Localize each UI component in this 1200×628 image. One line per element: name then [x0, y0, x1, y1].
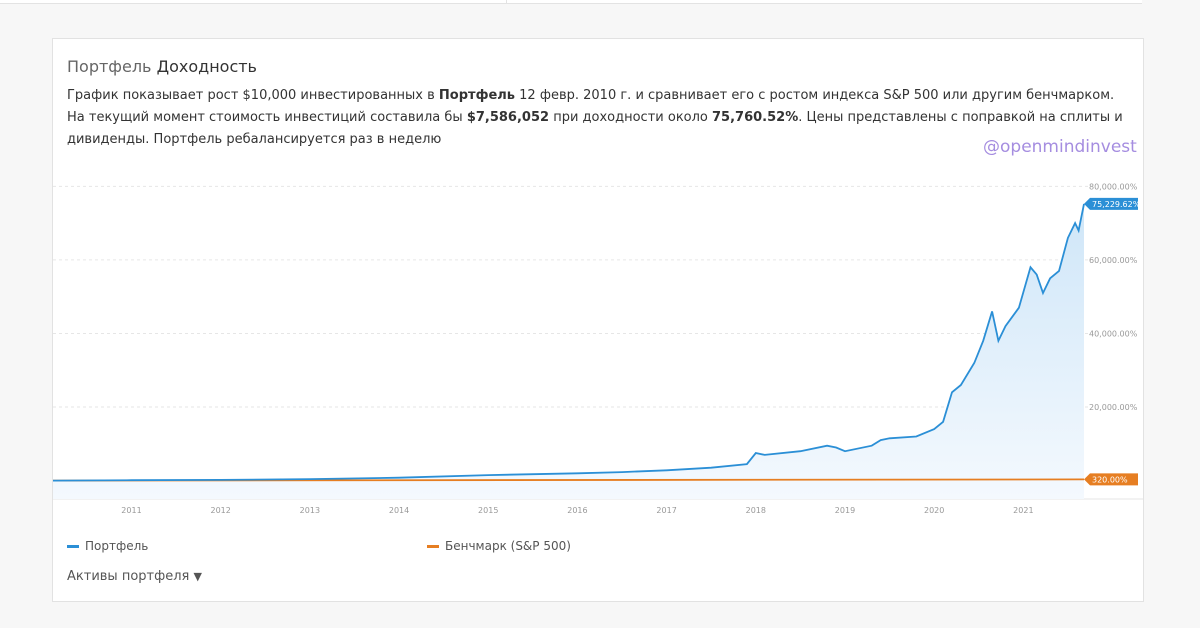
d6: 75,760.52% [712, 110, 799, 125]
x-tick-label: 2020 [924, 506, 944, 515]
x-tick-label: 2011 [121, 506, 141, 515]
y-tick-label: 40,000.00% [1089, 329, 1138, 338]
d2: Портфель [438, 88, 516, 103]
chart: 20,000.00% 40,000.00% 60,000.00% 80,000.00%… [53, 182, 1143, 515]
assets-label: Активы портфеля [67, 569, 190, 584]
x-tick-label: 2013 [300, 506, 320, 515]
y-tick-label: 20,000.00% [1089, 403, 1138, 412]
portfolio-area [53, 203, 1084, 499]
chevron-down-icon: ▼ [193, 570, 202, 583]
y-tick-label: 60,000.00% [1089, 256, 1138, 265]
d5: при доходности около [549, 110, 713, 125]
legend-benchmark[interactable]: Бенчмарк (S&P 500) [427, 539, 571, 553]
x-tick-label: 2017 [656, 506, 676, 515]
assets-toggle[interactable]: Активы портфеля ▼ [67, 569, 202, 584]
title-main: Доходность [156, 57, 257, 76]
x-tick-label: 2021 [1013, 506, 1033, 515]
x-tick-label: 2015 [478, 506, 498, 515]
d4: $7,586,052 [466, 110, 550, 125]
last-value-label: 320.00% [1092, 475, 1128, 484]
watermark: @openmindinvest [983, 137, 1137, 157]
top-panel [0, 0, 1142, 4]
card-title: Портфель Доходность [67, 57, 257, 76]
divider [506, 0, 507, 4]
legend-portfolio[interactable]: Портфель [67, 539, 148, 553]
last-value-badge [1084, 197, 1138, 210]
last-value-label: 75,229.62% [1092, 200, 1141, 209]
description: График показывает рост $10,000 инвестиро… [67, 85, 1127, 151]
x-tick-label: 2012 [210, 506, 230, 515]
x-tick-label: 2014 [389, 506, 409, 515]
x-tick-label: 2019 [835, 506, 855, 515]
legend-label: Бенчмарк (S&P 500) [445, 539, 571, 553]
legend-label: Портфель [85, 539, 149, 553]
y-tick-label: 80,000.00% [1089, 182, 1138, 191]
x-tick-label: 2016 [567, 506, 587, 515]
d1: График показывает рост $10,000 инвестиро… [67, 88, 439, 103]
d3: 12 февр. 2010 г. и сравнивает его с рост… [67, 88, 1115, 125]
legend-swatch [427, 544, 439, 548]
legend-swatch [67, 544, 79, 548]
last-value-badge [1084, 473, 1138, 486]
performance-card: Портфель Доходность График показывает ро… [52, 38, 1144, 602]
series-line [53, 203, 1085, 482]
d7: . Цены представлены с поправкой на сплит… [67, 110, 1123, 147]
x-tick-label: 2018 [746, 506, 766, 515]
title-prefix: Портфель [67, 57, 152, 76]
